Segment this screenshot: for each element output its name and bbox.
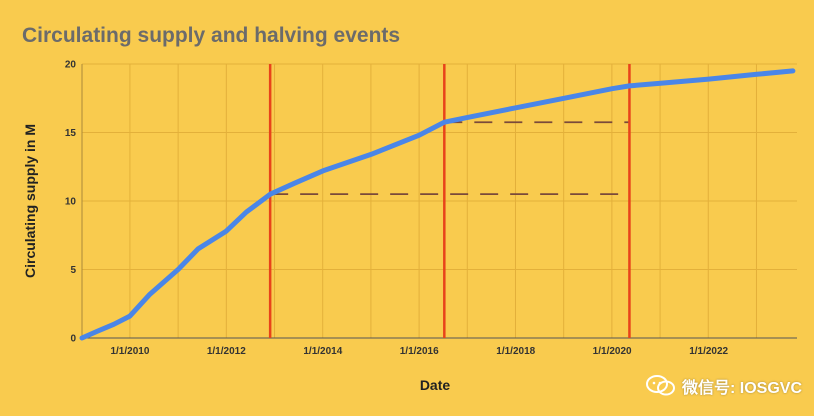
x-tick-label: 1/1/2022 xyxy=(689,346,728,357)
supply-series-line xyxy=(79,68,796,341)
axes xyxy=(81,64,797,339)
x-tick-label: 1/1/2014 xyxy=(303,346,342,357)
y-tick-label: 5 xyxy=(70,265,76,276)
x-axis-title: Date xyxy=(420,377,451,393)
y-tick-label: 10 xyxy=(65,197,77,208)
y-axis-title: Circulating supply in M xyxy=(22,124,38,278)
x-tick-label: 1/1/2020 xyxy=(593,346,632,357)
chart-title: Circulating supply and halving events xyxy=(22,24,400,47)
x-tick-label: 1/1/2016 xyxy=(400,346,439,357)
y-tick-label: 0 xyxy=(70,334,76,345)
reference-lines xyxy=(270,121,630,196)
watermark-text: 微信号: IOSGVC xyxy=(681,380,802,397)
x-tick-label: 1/1/2018 xyxy=(496,346,535,357)
x-tick-label: 1/1/2010 xyxy=(110,346,149,357)
wechat-icon xyxy=(645,374,676,398)
series xyxy=(79,68,796,341)
watermark: 微信号: IOSGVC xyxy=(645,374,802,398)
x-tick-label: 1/1/2012 xyxy=(207,346,246,357)
tick-labels: 0 5 10 15 20 1/1/2010 1/1/2012 1/1/2014 1/1/2016… xyxy=(65,60,729,358)
halving-events xyxy=(268,64,631,338)
y-tick-label: 15 xyxy=(65,128,77,139)
grid xyxy=(82,63,797,339)
y-tick-label: 20 xyxy=(65,60,77,71)
